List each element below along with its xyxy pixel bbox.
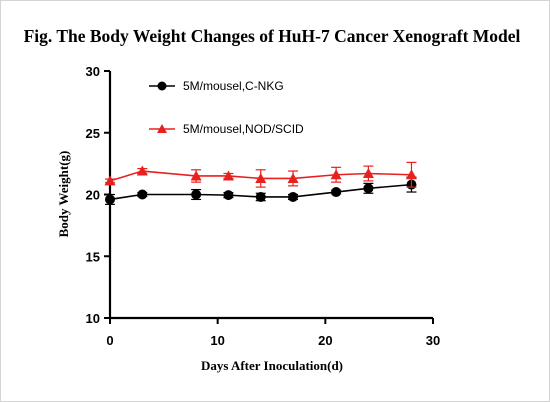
data-point [255,191,266,202]
legend-label-c-nkg: 5M/mousel,C-NKG [183,79,284,93]
data-point [330,169,342,180]
legend-item-c-nkg: 5M/mousel,C-NKG [149,79,284,93]
x-tick-label: 10 [210,333,224,348]
y-tick-label: 10 [86,311,100,326]
data-point [331,187,342,198]
plot-area [104,161,417,205]
data-point [362,168,374,179]
data-point [222,170,234,181]
data-point [287,172,299,183]
ticks: 10 15 20 25 30 0 10 20 30 [86,64,441,348]
x-tick-label: 0 [106,333,113,348]
series-1 [104,161,417,188]
chart-title: Fig. The Body Weight Changes of HuH-7 Ca… [24,26,521,46]
data-point [288,191,299,202]
data-point [137,189,148,200]
x-axis-label: Days After Inoculation(d) [201,358,343,373]
legend-label-nod-scid: 5M/mousel,NOD/SCID [183,122,304,136]
y-tick-label: 30 [86,64,100,79]
data-point [136,165,148,176]
y-tick-label: 20 [86,188,100,203]
legend-item-nod-scid: 5M/mousel,NOD/SCID [149,122,304,136]
legend-marker-c-nkg [157,81,167,91]
data-point [190,170,202,181]
data-point [255,172,267,183]
y-tick-label: 15 [86,249,100,264]
data-point [363,183,374,194]
data-point [223,190,234,201]
data-point [191,189,202,200]
legend-marker-nod-scid [157,124,167,133]
data-point [405,169,417,180]
data-point [105,194,115,205]
legend: 5M/mousel,C-NKG 5M/mousel,NOD/SCID [149,79,304,136]
x-tick-label: 20 [318,333,332,348]
data-point [104,175,116,186]
y-axis-label: Body Weight(g) [56,151,71,238]
y-tick-label: 25 [86,126,100,141]
series-0 [105,176,417,205]
x-tick-label: 30 [426,333,440,348]
